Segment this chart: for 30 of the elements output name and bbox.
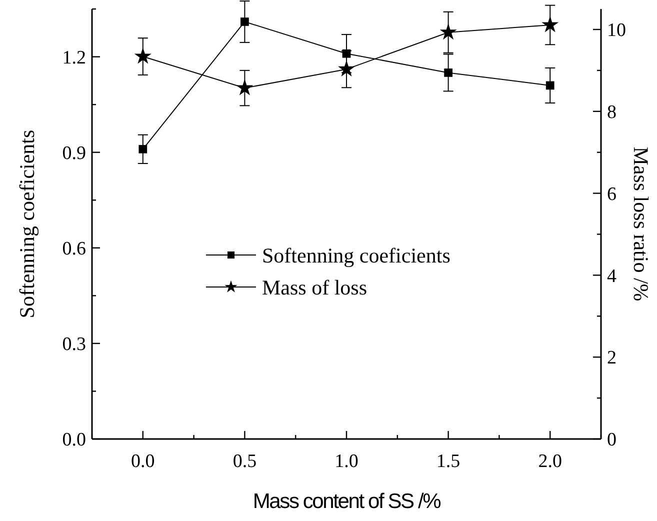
point: [240, 18, 249, 26]
point: [444, 68, 452, 77]
x-tick-label: 0.5: [232, 451, 257, 472]
y-tick-label: 1.2: [62, 47, 86, 68]
point: [134, 48, 152, 64]
y2-tick-label: 6: [607, 184, 616, 205]
x-tick-label: 0.0: [131, 451, 155, 472]
y-tick-label: 0.6: [62, 238, 86, 260]
y-tick-label: 0.3: [62, 334, 86, 356]
y-tick-label: 0.0: [62, 430, 86, 451]
point: [440, 23, 457, 40]
legend-label: Mass of loss: [262, 275, 368, 300]
x-tick-label: 1.5: [436, 451, 460, 472]
point: [338, 60, 356, 76]
y2-axis-title: Mass loss ratio /%: [629, 146, 653, 302]
y2-tick-label: 10: [607, 20, 626, 42]
point: [138, 144, 148, 154]
x-tick-label: 1.0: [334, 451, 358, 472]
point: [546, 81, 554, 90]
x-tick-label: 2.0: [538, 451, 562, 472]
y2-tick-label: 0: [607, 430, 616, 451]
point: [542, 16, 559, 32]
legend-label: Softenning coeficients: [262, 243, 450, 268]
y2-tick-label: 2: [607, 348, 616, 369]
y2-tick-label: 4: [607, 266, 617, 287]
y-axis-title: Softenning coeficients: [15, 130, 39, 318]
point: [236, 79, 254, 96]
y-tick-label: 0.9: [62, 142, 86, 164]
x-axis-title: Mass content of SS /%: [252, 490, 441, 513]
y2-tick-label: 8: [607, 102, 616, 124]
